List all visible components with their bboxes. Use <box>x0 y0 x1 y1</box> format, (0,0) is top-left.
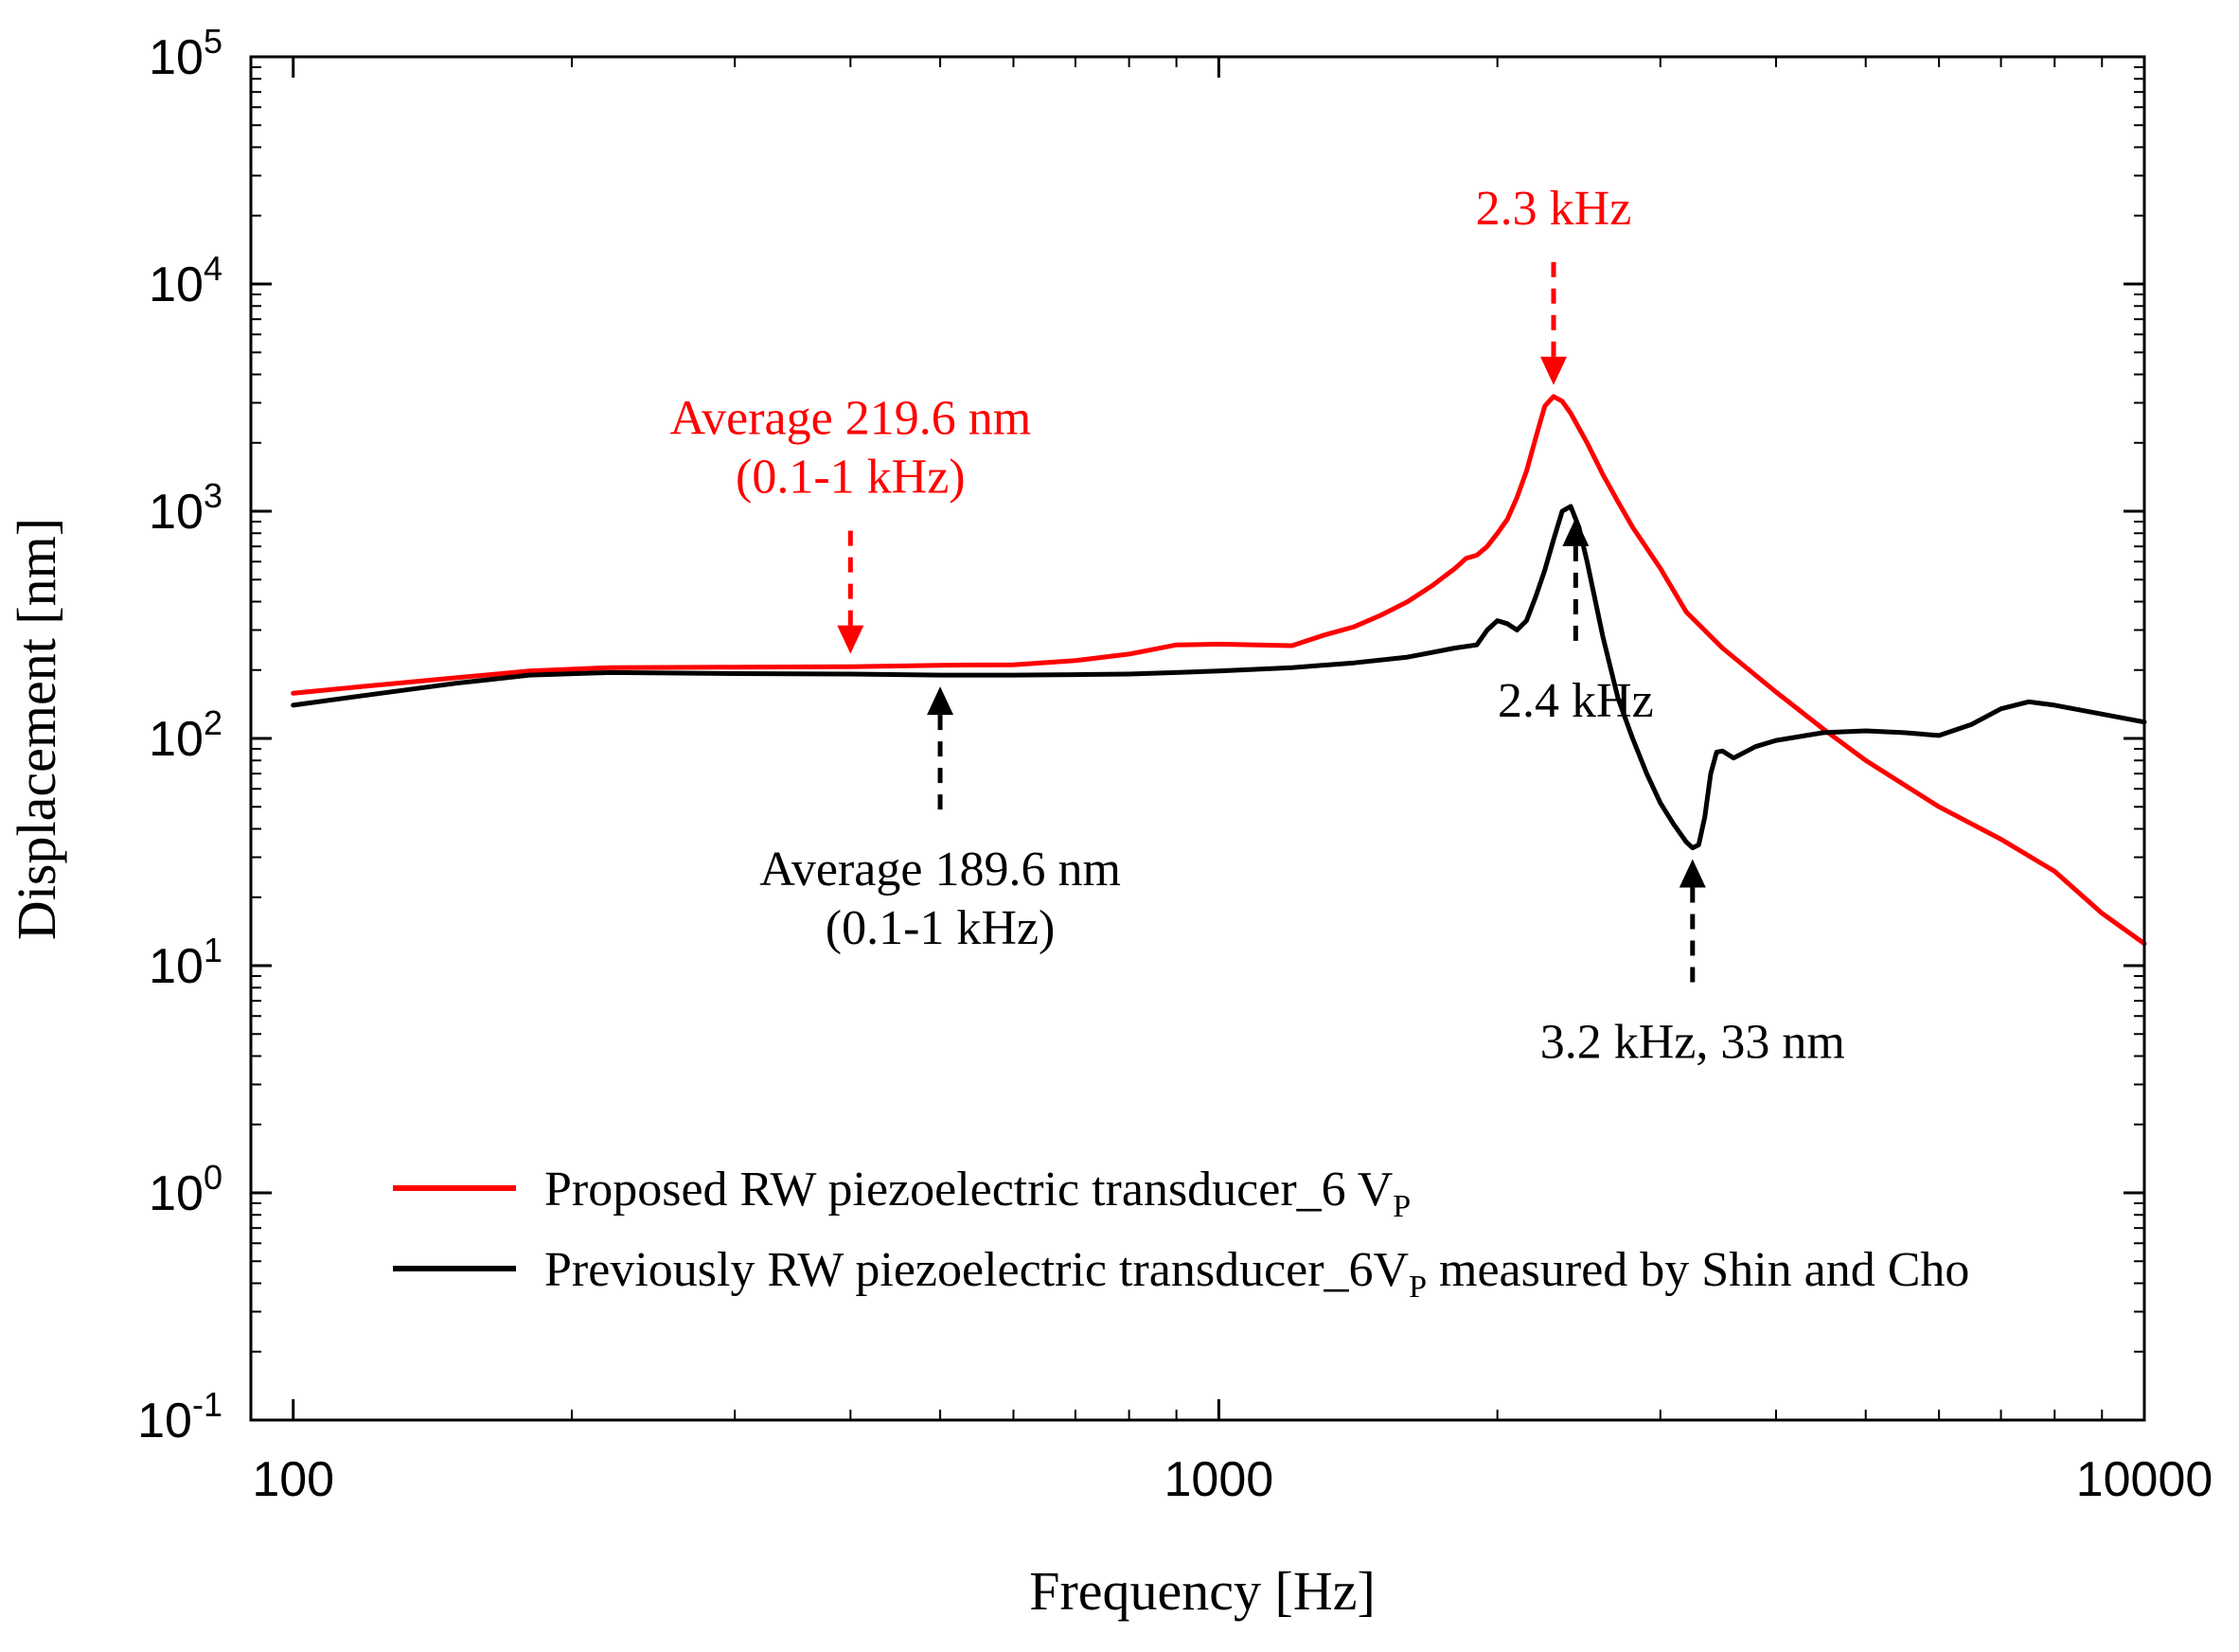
series-line-previous <box>291 504 2147 851</box>
y-tick-label: 100 <box>149 1158 222 1221</box>
annotation-1: 2.3 kHz <box>1476 182 1632 385</box>
annotation-2: Average 189.6 nm(0.1-1 kHz) <box>759 686 1121 955</box>
series-layer <box>291 394 2147 947</box>
y-tick-label: 104 <box>149 249 222 312</box>
annotation-text: Average 189.6 nm <box>759 843 1121 897</box>
annotation-0: Average 219.6 nm(0.1-1 kHz) <box>669 392 1031 654</box>
annotations: Average 219.6 nm(0.1-1 kHz)2.3 kHzAverag… <box>669 182 1844 1070</box>
annotation-arrow-head <box>837 625 864 654</box>
y-tick-label: 102 <box>149 703 222 767</box>
axis-ticks: 100 1000 10000 10-1 100 101 102 103 104 105 <box>137 22 2212 1507</box>
annotation-3: 2.4 kHz <box>1498 517 1654 728</box>
annotation-arrow-head <box>927 686 954 716</box>
legend-label: Proposed RW piezoelectric transducer_6 V… <box>544 1163 1411 1224</box>
x-tick-label: 1000 <box>1164 1452 1274 1507</box>
y-tick-label: 105 <box>149 22 222 85</box>
x-axis-title: Frequency [Hz] <box>1029 1560 1376 1622</box>
minor-ticks <box>251 57 2144 1420</box>
annotation-arrow-head <box>1562 517 1590 546</box>
annotation-text: 2.3 kHz <box>1476 182 1632 236</box>
x-tick-label: 10000 <box>2076 1452 2213 1507</box>
legend-label: Previously RW piezoelectric transducer_6… <box>544 1243 1969 1305</box>
annotation-arrow-head <box>1679 859 1706 888</box>
y-tick-label: 101 <box>149 931 222 994</box>
annotation-text: Average 219.6 nm <box>669 392 1031 446</box>
y-tick-label: 10-1 <box>137 1385 222 1448</box>
series-line-proposed <box>291 394 2147 947</box>
x-tick-label: 100 <box>252 1452 334 1507</box>
annotation-4: 3.2 kHz, 33 nm <box>1540 859 1845 1070</box>
annotation-text: 2.4 kHz <box>1498 674 1654 728</box>
y-tick-label: 103 <box>149 476 222 540</box>
annotation-text: 3.2 kHz, 33 nm <box>1540 1016 1845 1070</box>
y-axis-title: Displacement [nm] <box>6 518 67 940</box>
legend: Proposed RW piezoelectric transducer_6 V… <box>393 1163 1969 1305</box>
annotation-text: (0.1-1 kHz) <box>826 901 1056 955</box>
annotation-text: (0.1-1 kHz) <box>736 451 966 505</box>
annotation-arrow-head <box>1540 356 1568 385</box>
